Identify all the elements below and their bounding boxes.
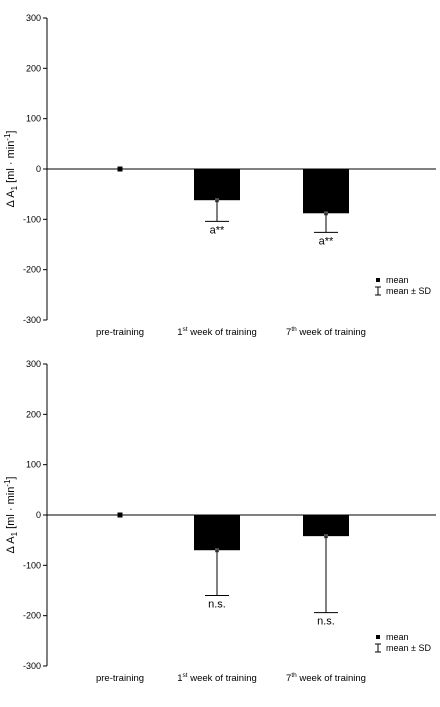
y-tick-label: 100 [26, 460, 41, 470]
category-label-rest: week of training [297, 673, 366, 684]
y-label-sub: 1 [10, 531, 19, 536]
category-label-sup: st [183, 672, 188, 679]
y-label-end: ] [5, 130, 17, 133]
y-tick-label: -300 [23, 315, 41, 325]
bar [194, 515, 240, 551]
bar [303, 515, 349, 537]
y-tick-label: 100 [26, 114, 41, 124]
y-label-end: ] [5, 476, 17, 479]
category-label: 7th week of training [286, 672, 366, 684]
y-label-prefix: Δ A [5, 190, 17, 208]
y-tick-label: 0 [36, 510, 41, 520]
y-tick-label: 200 [26, 409, 41, 419]
legend-sd-label: mean ± SD [386, 643, 431, 653]
bar [303, 169, 349, 214]
bar [194, 169, 240, 201]
legend-mean-label: mean [386, 632, 409, 642]
category-label-sup: th [291, 672, 297, 679]
y-tick-label: 0 [36, 164, 41, 174]
significance-label: a** [210, 224, 225, 236]
category-label-sup: th [291, 326, 297, 333]
legend-mean-label: mean [386, 275, 409, 285]
category-label-main: 1 [177, 673, 182, 684]
category-label: 1st week of training [177, 672, 257, 684]
category-label-main: 7 [286, 673, 291, 684]
category-label-main: pre-training [96, 327, 144, 338]
y-tick-label: -100 [23, 560, 41, 570]
y-tick-label: -100 [23, 214, 41, 224]
significance-label: n.s. [317, 616, 335, 628]
category-label-rest: week of training [297, 327, 366, 338]
y-tick-label: 300 [26, 13, 41, 23]
category-label: pre-training [96, 327, 144, 338]
category-label-sup: st [183, 326, 188, 333]
y-label-suffix: [ml · min [5, 487, 17, 532]
category-label-rest: week of training [188, 327, 257, 338]
y-label-sub: 1 [10, 185, 19, 190]
legend-mean-marker [376, 635, 380, 639]
legend-mean-marker [376, 278, 380, 282]
category-label-main: pre-training [96, 673, 144, 684]
y-tick-label: -300 [23, 661, 41, 671]
category-label: pre-training [96, 673, 144, 684]
y-label-sup: -1 [3, 133, 12, 141]
mean-marker [117, 166, 123, 172]
y-label-suffix: [ml · min [5, 141, 17, 186]
significance-label: n.s. [208, 599, 226, 611]
category-label: 7th week of training [286, 326, 366, 338]
y-tick-label: -200 [23, 265, 41, 275]
mean-marker [117, 512, 123, 518]
legend-sd-label: mean ± SD [386, 286, 431, 296]
category-label-rest: week of training [188, 673, 257, 684]
category-label-main: 7 [286, 327, 291, 338]
category-label-main: 1 [177, 327, 182, 338]
category-label: 1st week of training [177, 326, 257, 338]
y-tick-label: 200 [26, 63, 41, 73]
y-axis-label: Δ A1 [ml · min-1] [3, 130, 19, 207]
y-label-prefix: Δ A [5, 536, 17, 554]
y-label-sup: -1 [3, 479, 12, 487]
y-tick-label: 300 [26, 359, 41, 369]
y-axis-label: Δ A1 [ml · min-1] [3, 476, 19, 553]
significance-label: a** [319, 235, 334, 247]
y-tick-label: -200 [23, 611, 41, 621]
